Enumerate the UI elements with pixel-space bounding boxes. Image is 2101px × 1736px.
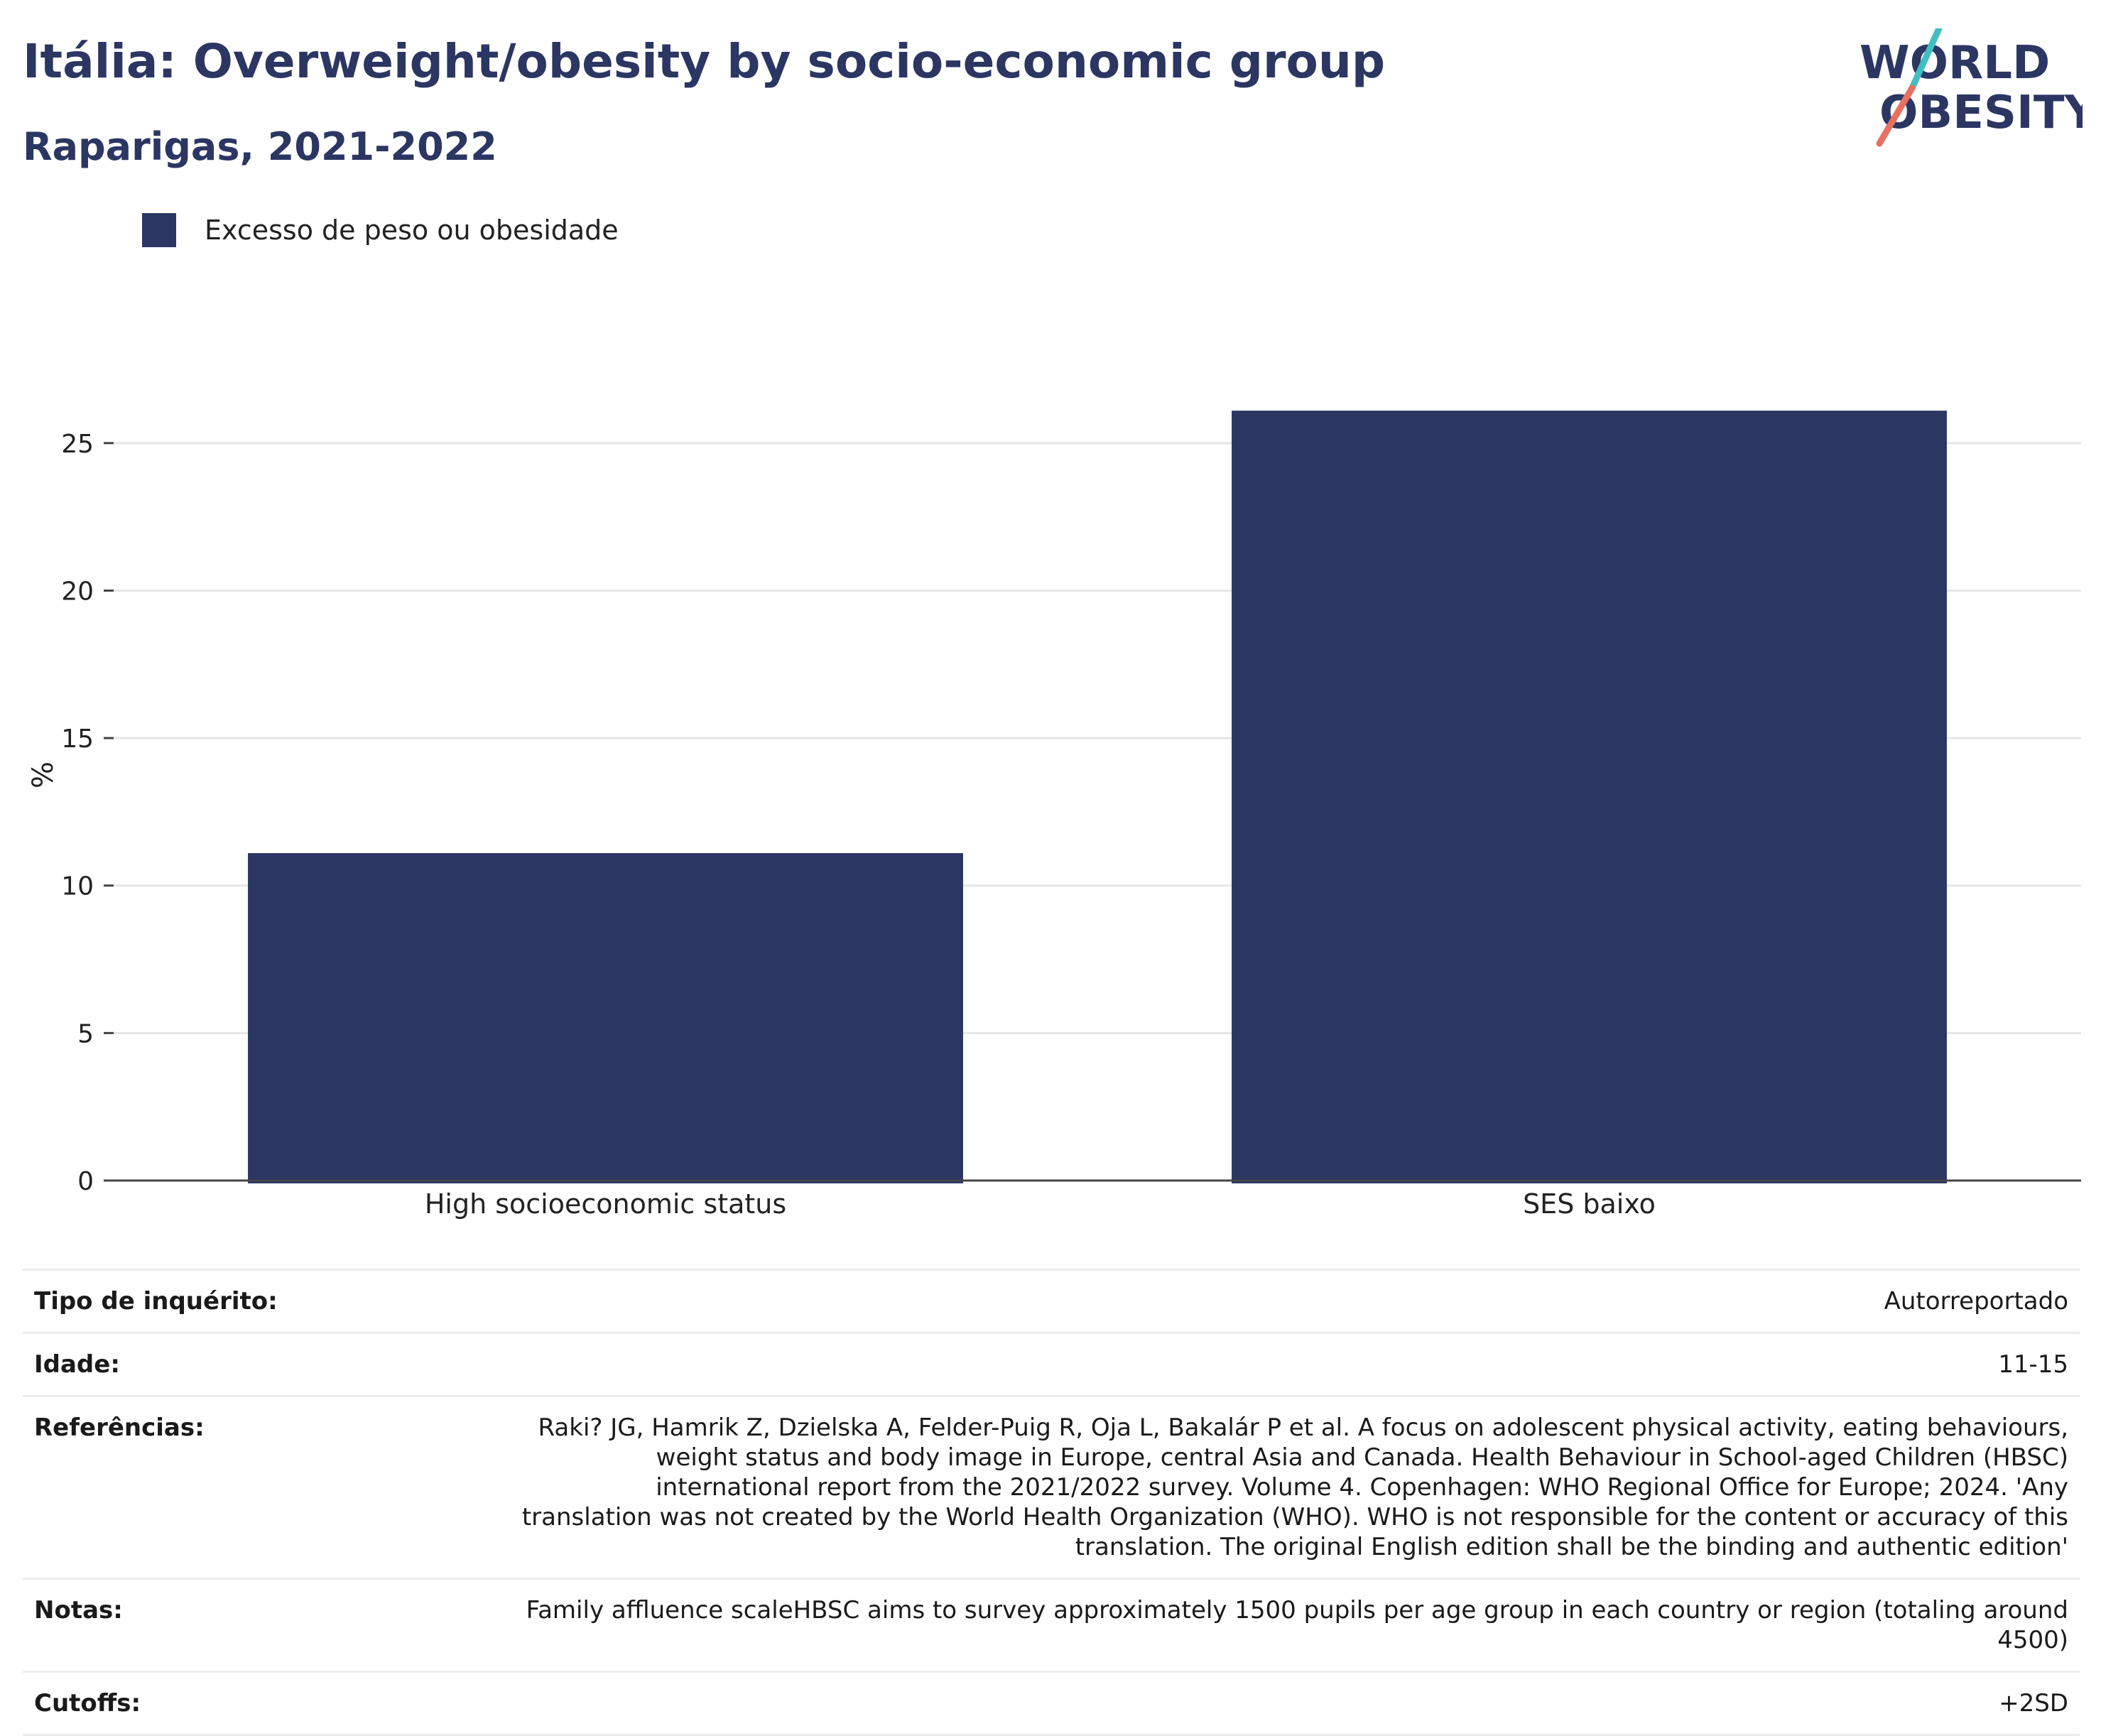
bars — [248, 411, 1947, 1183]
metadata-label: Tipo de inquérito: — [34, 1287, 278, 1315]
bar-chart: 0 5 10 15 20 25 High socioeconomic status SES … — [27, 411, 2081, 1220]
logo-line-2: OBESITY — [1879, 87, 2083, 139]
logo-slash-coral — [1876, 85, 1916, 147]
metadata-value: 11-15 — [1998, 1350, 2068, 1379]
bar — [248, 853, 963, 1183]
metadata-row: Notas: Family affluence scaleHBSC aims to… — [23, 1578, 2080, 1671]
metadata-label: Idade: — [34, 1350, 120, 1379]
metadata-label: Cutoffs: — [34, 1689, 141, 1718]
metadata-value: Family affluence scaleHBSC aims to surve… — [526, 1596, 2068, 1654]
y-tick-label: 0 — [77, 1167, 94, 1196]
metadata-value: Raki? JG, Hamrik Z, Dzielska A, Felder-P… — [521, 1414, 2068, 1561]
chart-title: Itália: Overweight/obesity by socio-econ… — [23, 34, 1386, 89]
x-tick-label: SES baixo — [1523, 1188, 1656, 1220]
y-tick-label: 10 — [61, 872, 94, 901]
metadata-row: Tipo de inquérito: Autorreportado — [23, 1269, 2080, 1332]
logo-slash-teal — [1909, 28, 1943, 92]
x-tick-labels: High socioeconomic status SES baixo — [425, 1188, 1656, 1220]
legend-label: Excesso de peso ou obesidade — [205, 215, 619, 246]
x-tick-label: High socioeconomic status — [425, 1188, 786, 1220]
metadata-value: Autorreportado — [1884, 1287, 2068, 1315]
y-tick-label: 20 — [61, 577, 94, 606]
y-tick-label: 25 — [61, 430, 94, 459]
logo-line-1: WORLD — [1860, 37, 2050, 89]
y-tick-labels: 0 5 10 15 20 25 — [61, 430, 94, 1196]
y-tick-label: 15 — [61, 725, 94, 754]
metadata-value: +2SD — [1999, 1689, 2068, 1718]
y-tick-label: 5 — [77, 1019, 94, 1048]
metadata-table: Tipo de inquérito: Autorreportado Idade: 11… — [23, 1269, 2080, 1736]
legend-swatch — [142, 213, 176, 247]
y-axis-label: % — [27, 761, 60, 788]
chart-legend: Excesso de peso ou obesidade — [142, 210, 619, 250]
chart-subtitle: Raparigas, 2021-2022 — [23, 124, 497, 169]
metadata-row: Idade: 11-15 — [23, 1332, 2080, 1395]
metadata-row: Referências: Raki? JG, Hamrik Z, Dzielska… — [23, 1395, 2080, 1578]
world-obesity-logo: WORLD OBESITY — [1860, 28, 2083, 147]
metadata-label: Referências: — [34, 1414, 205, 1442]
metadata-row: Cutoffs: +2SD — [23, 1671, 2080, 1736]
metadata-label: Notas: — [34, 1596, 123, 1624]
bar — [1232, 411, 1947, 1183]
